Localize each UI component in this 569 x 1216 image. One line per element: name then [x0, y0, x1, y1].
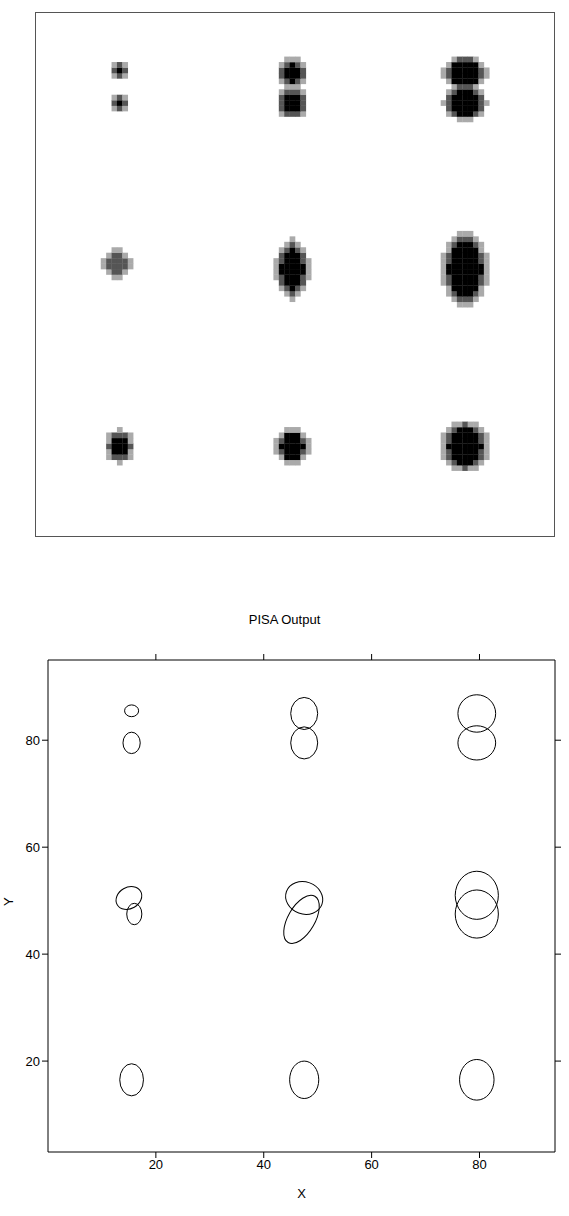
svg-text:80: 80: [26, 733, 40, 748]
svg-text:40: 40: [26, 947, 40, 962]
svg-text:40: 40: [257, 1157, 271, 1172]
svg-text:60: 60: [364, 1157, 378, 1172]
svg-text:Y: Y: [1, 897, 16, 906]
svg-text:60: 60: [26, 840, 40, 855]
svg-text:20: 20: [26, 1054, 40, 1069]
svg-text:80: 80: [472, 1157, 486, 1172]
svg-text:20: 20: [149, 1157, 163, 1172]
html-text:PISA Output: PISA Output: [248, 612, 321, 627]
svg-text:X: X: [297, 1186, 306, 1201]
